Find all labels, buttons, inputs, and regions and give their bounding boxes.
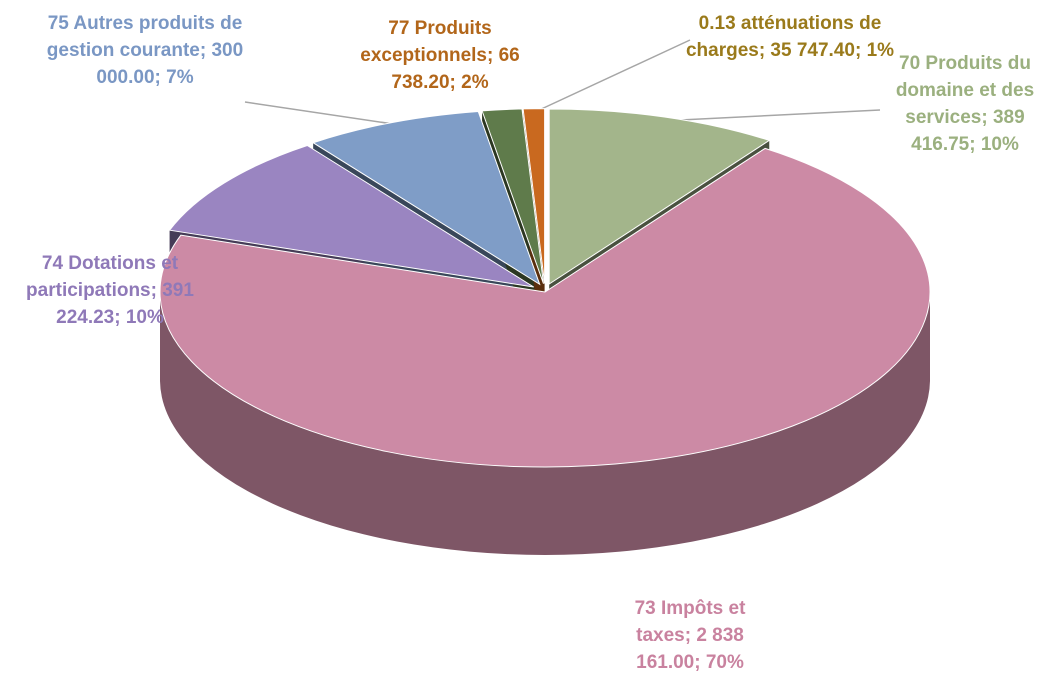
data-label: 73 Impôts et taxes; 2 838 161.00; 70% bbox=[634, 598, 746, 673]
data-label: 74 Dotations et participations; 391 224.… bbox=[26, 253, 194, 328]
slice-tops bbox=[159, 108, 931, 468]
data-label: 70 Produits du domaine et des services; … bbox=[895, 53, 1035, 155]
slice bbox=[311, 110, 541, 286]
data-label: 77 Produits exceptionnels; 66 738.20; 2% bbox=[360, 18, 520, 93]
slice bbox=[481, 108, 544, 284]
data-label: 75 Autres produits de gestion courante; … bbox=[46, 13, 244, 88]
slice bbox=[168, 144, 535, 288]
data-label: 0.13 atténuations de charges; 35 747.40;… bbox=[685, 13, 895, 61]
leader-line bbox=[521, 39, 691, 119]
slice bbox=[522, 108, 546, 284]
slice bbox=[548, 108, 771, 285]
slice bbox=[159, 147, 931, 468]
slice-side bbox=[160, 292, 930, 555]
leader-line bbox=[244, 101, 401, 126]
